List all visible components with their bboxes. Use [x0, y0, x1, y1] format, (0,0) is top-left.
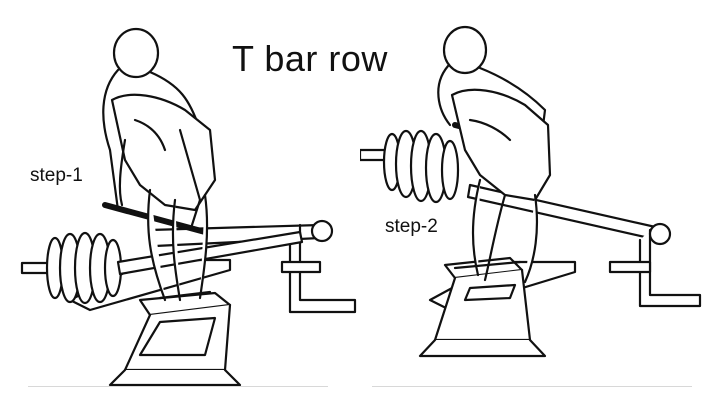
foot-platform — [108, 291, 242, 387]
weight-plates — [360, 129, 460, 204]
athlete-figure — [437, 25, 552, 284]
weight-plates — [20, 230, 304, 305]
step-2-label: step-2 — [385, 216, 438, 237]
step-2-illustration — [360, 25, 702, 358]
ground-line-right — [372, 386, 692, 387]
exercise-title: T bar row — [232, 38, 388, 79]
foot-platform — [418, 256, 547, 358]
ground-line-left — [28, 386, 328, 387]
athlete-figure — [102, 27, 217, 302]
step-1-label: step-1 — [30, 165, 83, 186]
step-1-illustration — [20, 27, 357, 387]
